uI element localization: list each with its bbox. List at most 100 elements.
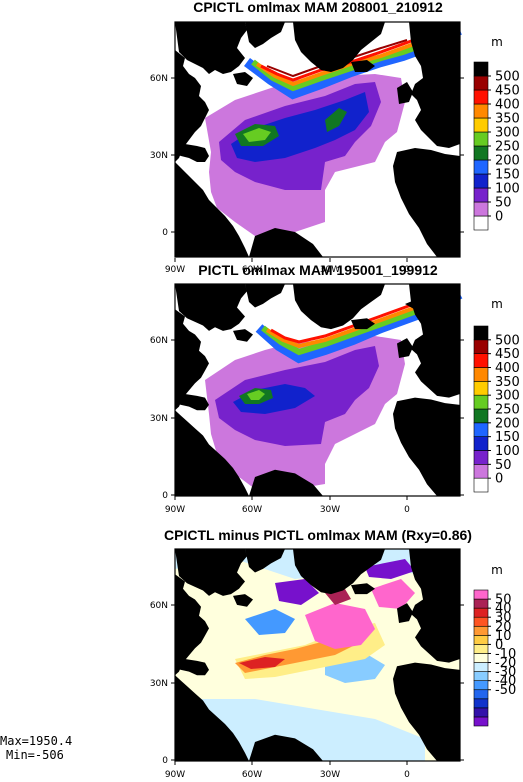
shade-neg-small bbox=[195, 699, 425, 761]
panel1-ytick-30n: 30N bbox=[150, 151, 168, 161]
shade-neg-20 bbox=[245, 609, 295, 635]
colorbar-label: 100 bbox=[495, 444, 520, 459]
colorbar-label: 250 bbox=[495, 140, 520, 155]
panel2-xtick-30w: 30W bbox=[320, 505, 340, 515]
colorbar-label: 250 bbox=[495, 403, 520, 418]
colorbar-label: 300 bbox=[495, 126, 520, 141]
panel1-ytick-0: 0 bbox=[162, 228, 168, 238]
colorbar-label: 350 bbox=[495, 375, 520, 390]
panel3-xtick-60w: 60W bbox=[242, 770, 262, 780]
panel3-ytick-30n: 30N bbox=[150, 679, 168, 689]
colorbar-label: 400 bbox=[495, 361, 520, 376]
colorbar-swatch bbox=[473, 716, 489, 727]
panel2-xtick-0: 0 bbox=[404, 505, 410, 515]
colorbar-swatch bbox=[473, 187, 489, 203]
panel3-xtick-90w: 90W bbox=[165, 770, 185, 780]
colorbar-swatch bbox=[473, 159, 489, 175]
shade-400-band bbox=[270, 298, 426, 344]
shade-pos-50 bbox=[305, 603, 375, 649]
colorbar-swatch bbox=[473, 464, 489, 479]
colorbar-label: 500 bbox=[495, 70, 520, 85]
colorbar-label: 450 bbox=[495, 347, 520, 362]
colorbar-swatch bbox=[473, 644, 489, 654]
colorbar-swatch bbox=[473, 61, 489, 77]
colorbar-label: 50 bbox=[495, 593, 512, 608]
colorbar-swatch bbox=[473, 339, 489, 354]
colorbar-label: 40 bbox=[495, 602, 512, 617]
colorbar-swatch bbox=[473, 215, 489, 231]
panel2-xtick-90w: 90W bbox=[165, 505, 185, 515]
panel1-unit: m bbox=[491, 35, 503, 49]
panel3-map bbox=[174, 548, 461, 762]
panel1-xtick-30w: 30W bbox=[320, 265, 340, 275]
panel2-axes bbox=[171, 339, 464, 500]
panel2-ytick-60n: 60N bbox=[150, 336, 168, 346]
colorbar-swatch bbox=[473, 698, 489, 709]
colorbar-swatch bbox=[473, 680, 489, 691]
colorbar-label: 300 bbox=[495, 389, 520, 404]
shade-neg-50 bbox=[275, 579, 319, 605]
panel1-title: CPICTL omlmax MAM 208001_210912 bbox=[193, 0, 443, 15]
colorbar-label: 0 bbox=[495, 210, 503, 225]
panel1-axes bbox=[171, 77, 464, 262]
shade-300 bbox=[247, 390, 265, 400]
colorbar-label: 200 bbox=[495, 416, 520, 431]
colorbar-swatch bbox=[473, 89, 489, 105]
colorbar-label: 400 bbox=[495, 98, 520, 113]
colorbar-swatch bbox=[473, 625, 489, 636]
panel1-xtick-60w: 60W bbox=[242, 265, 262, 275]
colorbar-swatch bbox=[473, 616, 489, 627]
colorbar-swatch bbox=[473, 662, 489, 672]
colorbar-swatch bbox=[473, 325, 489, 341]
colorbar-label: 350 bbox=[495, 112, 520, 127]
shade-150 bbox=[231, 92, 369, 162]
panel3-title: CPICTL minus PICTL omlmax MAM (Rxy=0.86) bbox=[164, 527, 472, 543]
shade-300 bbox=[243, 128, 271, 142]
panel2-colorbar bbox=[473, 325, 491, 493]
colorbar-swatch bbox=[473, 477, 489, 493]
colorbar-label: 150 bbox=[495, 430, 520, 445]
colorbar-swatch bbox=[473, 173, 489, 189]
colorbar-swatch bbox=[473, 689, 489, 700]
panel1-ytick-60n: 60N bbox=[150, 74, 168, 84]
colorbar-swatch bbox=[473, 436, 489, 451]
colorbar-label: 30 bbox=[495, 611, 512, 626]
colorbar-swatch bbox=[473, 353, 489, 368]
colorbar-swatch bbox=[473, 653, 489, 663]
colorbar-label: 10 bbox=[495, 629, 512, 644]
colorbar-label: 450 bbox=[495, 84, 520, 99]
panel2-ytick-30n: 30N bbox=[150, 414, 168, 424]
colorbar-swatch bbox=[473, 607, 489, 618]
panel2-ytick-0: 0 bbox=[162, 491, 168, 501]
shade-250b bbox=[325, 108, 347, 132]
colorbar-swatch bbox=[473, 145, 489, 161]
panel1-colorbar bbox=[473, 61, 491, 231]
colorbar-label: -20 bbox=[495, 656, 516, 671]
stat-min: Min=-506 bbox=[6, 748, 64, 762]
colorbar-swatch bbox=[473, 422, 489, 437]
panel3-xtick-0: 0 bbox=[404, 770, 410, 780]
panel3-ytick-0: 0 bbox=[162, 756, 168, 766]
panel3-axes bbox=[171, 604, 464, 765]
shade-350-band bbox=[265, 302, 426, 349]
stat-max: Max=1950.4 bbox=[0, 734, 73, 748]
colorbar-swatch bbox=[473, 450, 489, 465]
panel1-map bbox=[174, 21, 462, 258]
colorbar-label: -10 bbox=[495, 647, 516, 662]
panel2-title: PICTL omlmax MAM 195001_199912 bbox=[198, 262, 438, 278]
panel3-unit: m bbox=[491, 563, 503, 577]
colorbar-label: -50 bbox=[495, 683, 516, 698]
colorbar-label: 200 bbox=[495, 154, 520, 169]
colorbar-label: 20 bbox=[495, 620, 512, 635]
colorbar-label: 50 bbox=[495, 196, 512, 211]
colorbar-label: -40 bbox=[495, 674, 516, 689]
colorbar-swatch bbox=[473, 201, 489, 217]
colorbar-swatch bbox=[473, 635, 489, 645]
panel3-ytick-60n: 60N bbox=[150, 601, 168, 611]
colorbar-swatch bbox=[473, 131, 489, 147]
colorbar-label: 0 bbox=[495, 472, 503, 487]
colorbar-swatch bbox=[473, 117, 489, 133]
